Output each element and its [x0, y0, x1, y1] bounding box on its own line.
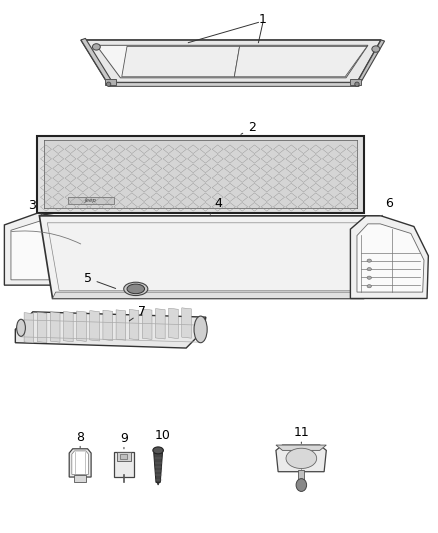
Polygon shape [182, 308, 191, 338]
Ellipse shape [17, 319, 25, 336]
Polygon shape [122, 46, 240, 77]
Polygon shape [90, 311, 99, 341]
Polygon shape [37, 312, 47, 343]
Text: 1: 1 [259, 13, 267, 26]
Polygon shape [350, 216, 428, 298]
Polygon shape [357, 40, 385, 84]
Ellipse shape [286, 448, 317, 469]
Polygon shape [155, 309, 165, 339]
Text: 3: 3 [28, 199, 42, 214]
Text: 2: 2 [241, 122, 256, 134]
Text: 10: 10 [155, 430, 171, 449]
Text: 7: 7 [129, 305, 146, 321]
Polygon shape [234, 46, 367, 77]
Polygon shape [39, 216, 379, 298]
Polygon shape [298, 470, 304, 482]
Polygon shape [96, 45, 368, 78]
Polygon shape [157, 482, 159, 485]
Polygon shape [154, 453, 162, 482]
Ellipse shape [124, 282, 148, 295]
Polygon shape [50, 312, 60, 342]
Polygon shape [116, 310, 126, 340]
Polygon shape [129, 309, 139, 340]
Polygon shape [68, 197, 114, 204]
Polygon shape [24, 312, 34, 343]
Text: 4: 4 [210, 197, 222, 214]
Ellipse shape [153, 447, 163, 454]
Ellipse shape [92, 44, 100, 50]
Polygon shape [169, 308, 178, 338]
Text: 6: 6 [382, 197, 393, 216]
Ellipse shape [367, 259, 371, 262]
Polygon shape [37, 136, 364, 213]
Polygon shape [81, 40, 381, 83]
Polygon shape [4, 213, 94, 285]
Text: 11: 11 [293, 426, 309, 443]
Ellipse shape [367, 268, 371, 271]
Text: 8: 8 [76, 431, 84, 448]
Polygon shape [364, 216, 381, 298]
Ellipse shape [355, 82, 359, 86]
Polygon shape [11, 221, 88, 280]
Polygon shape [120, 454, 127, 459]
Polygon shape [276, 445, 326, 450]
Polygon shape [105, 79, 116, 85]
Polygon shape [77, 311, 86, 342]
Ellipse shape [106, 82, 111, 86]
Polygon shape [276, 445, 326, 472]
Ellipse shape [127, 284, 145, 294]
Text: 9: 9 [120, 432, 128, 449]
Polygon shape [72, 451, 88, 474]
Text: 5: 5 [84, 272, 116, 288]
Ellipse shape [367, 285, 371, 288]
Polygon shape [350, 79, 361, 85]
Polygon shape [44, 140, 357, 208]
Circle shape [296, 479, 307, 491]
Polygon shape [103, 310, 113, 341]
Polygon shape [53, 292, 367, 298]
Text: Jeep: Jeep [85, 198, 97, 204]
Polygon shape [117, 452, 131, 461]
Polygon shape [69, 449, 91, 477]
Polygon shape [142, 309, 152, 340]
Ellipse shape [372, 46, 380, 52]
Polygon shape [81, 38, 112, 83]
Polygon shape [114, 452, 134, 477]
Ellipse shape [367, 276, 371, 279]
Ellipse shape [194, 316, 207, 343]
Polygon shape [357, 224, 424, 292]
Polygon shape [107, 83, 359, 86]
Polygon shape [15, 312, 206, 348]
Polygon shape [64, 311, 73, 342]
Polygon shape [74, 475, 86, 482]
